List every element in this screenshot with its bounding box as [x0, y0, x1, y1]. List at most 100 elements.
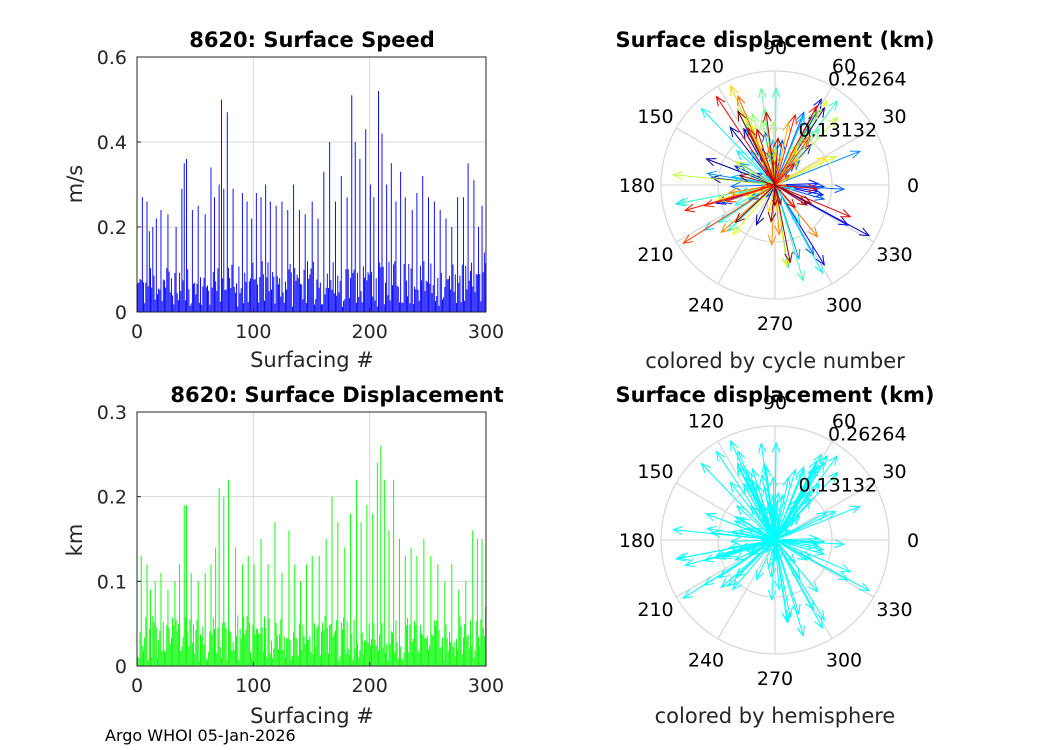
- bar: [394, 261, 396, 312]
- bar: [232, 188, 234, 312]
- bar: [177, 300, 179, 312]
- bar: [237, 615, 239, 666]
- displacement-arrow: [729, 126, 776, 186]
- bar: [165, 652, 167, 666]
- bar: [315, 647, 317, 666]
- bar: [390, 163, 392, 312]
- ring-label: 0.13132: [799, 474, 878, 496]
- bar: [208, 651, 210, 666]
- bar: [483, 252, 485, 312]
- displacement-arrow: [774, 518, 795, 541]
- bar: [187, 631, 189, 666]
- bar: [186, 505, 188, 666]
- bar: [225, 628, 227, 666]
- bar: [188, 289, 190, 312]
- arrow-head: [772, 199, 778, 207]
- bar: [248, 281, 250, 312]
- arrow-head: [792, 603, 801, 616]
- bar: [394, 651, 396, 666]
- bar: [300, 581, 302, 666]
- displacement-arrow: [735, 161, 776, 186]
- bar: [279, 278, 281, 312]
- compass-cycle-labels: 0 30 60 90 120 150 180 210 240 270 300 330 0.13132 0.…: [619, 37, 919, 335]
- bar: [159, 289, 161, 312]
- bar: [446, 638, 448, 666]
- displacement-arrow: [732, 184, 776, 235]
- bar: [442, 299, 443, 312]
- displacement-arrow: [774, 460, 818, 541]
- bar: [144, 303, 146, 312]
- bar: [415, 624, 417, 666]
- speed-x-label: Surfacing #: [250, 348, 374, 372]
- bar: [250, 278, 252, 312]
- bar: [247, 555, 249, 666]
- bar: [374, 300, 376, 312]
- bar: [476, 539, 478, 666]
- bar: [218, 488, 220, 666]
- bar: [304, 644, 306, 666]
- bar: [203, 644, 205, 666]
- bar: [447, 651, 449, 666]
- bar: [380, 267, 382, 312]
- bar: [231, 650, 233, 666]
- bar: [475, 274, 477, 312]
- bar: [168, 271, 170, 312]
- arrow-head: [840, 209, 852, 218]
- bar: [310, 268, 312, 312]
- displacement-arrow: [774, 539, 788, 622]
- compass-hemisphere-chart: 0 30 60 90 120 150 180 210 240 270 300 330 0.13132 0.…: [615, 383, 934, 728]
- bar: [205, 658, 207, 666]
- bar: [438, 630, 440, 666]
- angle-label: 270: [757, 668, 793, 690]
- arrow-head: [840, 564, 852, 573]
- displacement-arrow: [729, 481, 776, 541]
- bar: [423, 261, 425, 312]
- arrow-head: [801, 490, 812, 502]
- bar: [197, 581, 199, 666]
- arrow-head: [747, 481, 756, 494]
- bar: [395, 620, 397, 666]
- bar: [348, 655, 350, 666]
- bar: [274, 522, 276, 666]
- arrow-head: [706, 525, 718, 535]
- displacement-arrow: [774, 184, 851, 218]
- arrow-head: [813, 453, 823, 465]
- y-tick-label: 0: [115, 656, 127, 678]
- bar: [196, 283, 198, 312]
- bar: [472, 530, 474, 666]
- bar: [214, 197, 215, 312]
- bar: [479, 645, 481, 666]
- bar: [312, 261, 314, 312]
- bar: [330, 279, 332, 312]
- angle-label: 330: [876, 244, 912, 266]
- bar: [224, 622, 226, 666]
- bar: [473, 657, 475, 666]
- bar: [233, 286, 235, 312]
- bar: [225, 289, 227, 312]
- bar: [283, 636, 285, 666]
- bar: [432, 636, 434, 666]
- bar: [335, 201, 336, 312]
- displacement-arrow: [756, 129, 776, 186]
- bar: [351, 633, 353, 666]
- arrow-head: [799, 138, 809, 150]
- arrow-head: [825, 156, 837, 165]
- y-tick-label: 0.2: [97, 217, 127, 239]
- bar: [459, 616, 461, 666]
- displacement-arrow: [736, 150, 776, 186]
- arrow-head: [715, 95, 726, 107]
- displacement-arrow: [770, 539, 776, 577]
- displacement-arrow: [683, 184, 776, 244]
- bar: [271, 289, 272, 312]
- bar: [436, 296, 438, 312]
- bar: [240, 288, 242, 312]
- bar: [282, 650, 284, 666]
- bar: [316, 627, 318, 666]
- bar: [449, 275, 450, 312]
- bar: [355, 302, 357, 312]
- bar: [194, 653, 196, 666]
- arrow-head: [776, 138, 786, 150]
- bar: [357, 643, 359, 666]
- bar: [446, 279, 448, 312]
- bar: [238, 266, 240, 312]
